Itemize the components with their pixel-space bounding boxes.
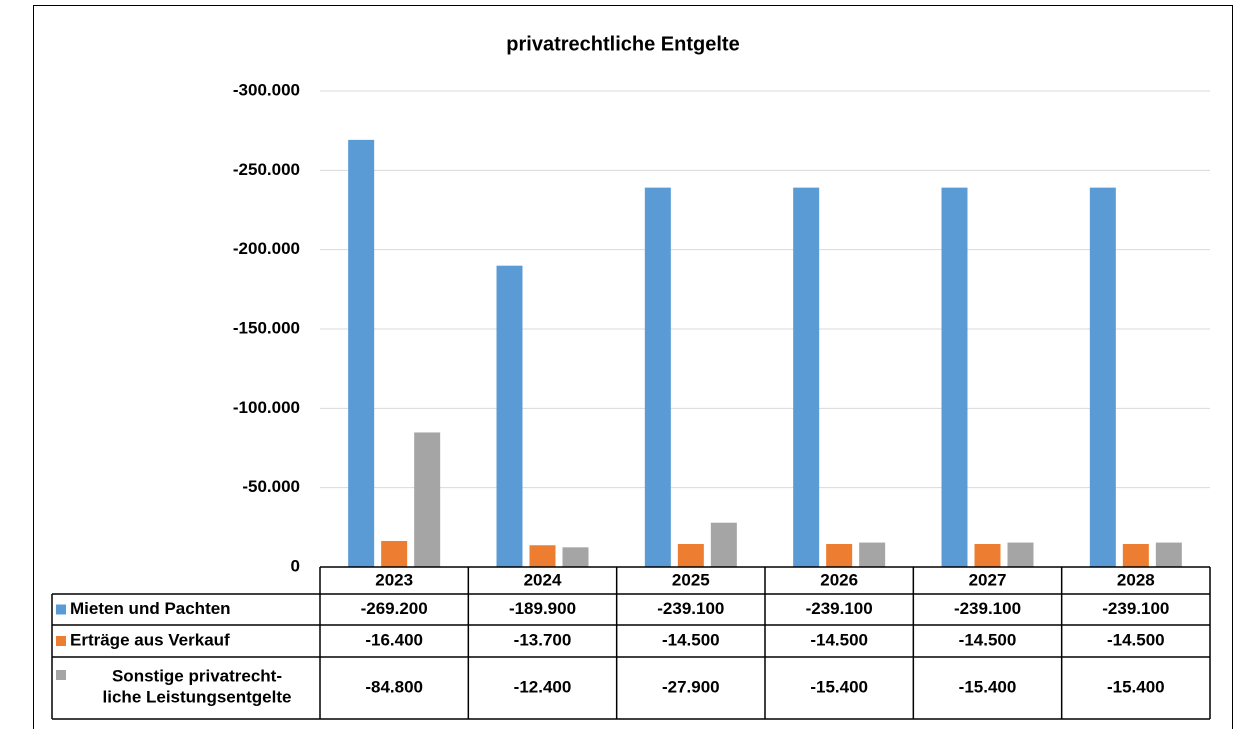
bar — [974, 543, 1001, 567]
data-label: -15.400 — [810, 677, 868, 696]
legend-label: Mieten und Pachten — [70, 599, 231, 618]
y-tick-label: -200.000 — [233, 239, 300, 258]
bar — [529, 545, 556, 567]
y-tick-label: -100.000 — [233, 398, 300, 417]
data-label: -239.100 — [657, 599, 724, 618]
x-tick-label: 2026 — [820, 570, 858, 589]
bar — [496, 265, 523, 567]
x-tick-label: 2028 — [1117, 570, 1155, 589]
data-label: -189.900 — [509, 599, 576, 618]
data-label: -84.800 — [365, 677, 423, 696]
chart-border — [33, 5, 1233, 729]
chart-title: privatrechtliche Entgelte — [506, 33, 739, 55]
y-tick-label: -150.000 — [233, 318, 300, 337]
bar — [1007, 542, 1034, 567]
data-label: -12.400 — [514, 677, 572, 696]
x-tick-label: 2027 — [969, 570, 1007, 589]
data-label: -269.200 — [361, 599, 428, 618]
bar — [348, 139, 375, 568]
data-label: -15.400 — [959, 677, 1017, 696]
data-label: -14.500 — [959, 630, 1017, 649]
x-tick-label: 2025 — [672, 570, 710, 589]
x-tick-label: 2024 — [524, 570, 562, 589]
legend-label: Sonstige privatrecht-liche Leistungsentg… — [103, 667, 292, 707]
data-label: -239.100 — [954, 599, 1021, 618]
data-label: -14.500 — [1107, 630, 1165, 649]
bar — [1089, 187, 1116, 568]
bar — [644, 187, 671, 568]
y-tick-label: -50.000 — [242, 477, 300, 496]
legend-swatch — [56, 670, 66, 680]
y-tick-label: 0 — [291, 556, 300, 575]
bar — [1122, 543, 1149, 567]
data-label: -27.900 — [662, 677, 720, 696]
bar — [414, 432, 441, 567]
data-label: -239.100 — [806, 599, 873, 618]
bar — [941, 187, 968, 568]
data-label: -15.400 — [1107, 677, 1165, 696]
bar — [1155, 542, 1182, 567]
bar — [677, 543, 704, 567]
bar — [710, 522, 737, 567]
bar — [562, 547, 589, 567]
data-label: -239.100 — [1102, 599, 1169, 618]
legend-label: Erträge aus Verkauf — [70, 630, 230, 649]
bar — [826, 543, 853, 567]
x-tick-label: 2023 — [375, 570, 413, 589]
data-label: -14.500 — [810, 630, 868, 649]
data-label: -16.400 — [365, 630, 423, 649]
legend-swatch — [56, 604, 66, 615]
data-label: -14.500 — [662, 630, 720, 649]
bar — [859, 542, 886, 567]
bar — [793, 187, 820, 568]
legend-swatch — [56, 636, 66, 646]
y-tick-label: -300.000 — [233, 80, 300, 99]
bar — [381, 540, 408, 567]
y-tick-label: -250.000 — [233, 160, 300, 179]
data-label: -13.700 — [514, 630, 572, 649]
